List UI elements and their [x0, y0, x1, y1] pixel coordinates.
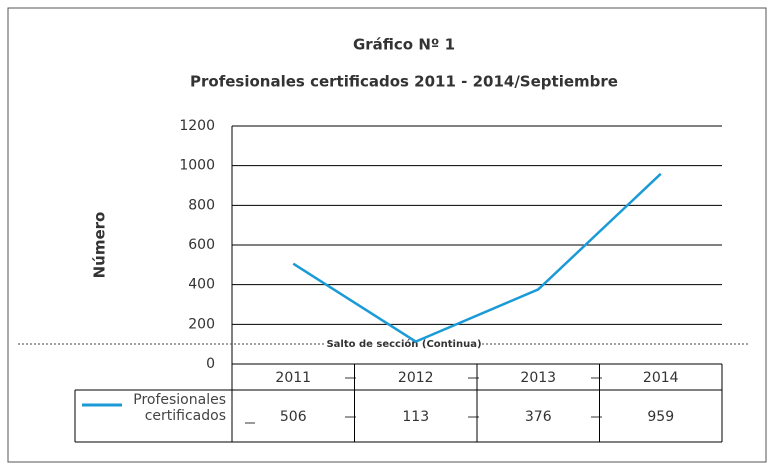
legend-label: Profesionales certificados [133, 392, 226, 424]
annotation: Salto de sección (Continua) [326, 338, 481, 350]
x-tick-label: 2011 [275, 370, 311, 386]
table-lines [74, 126, 723, 443]
frame [7, 7, 767, 463]
data-table-value: 959 [647, 409, 674, 425]
x-tick-label: 2014 [643, 370, 679, 386]
y-tick-label: 1200 [179, 118, 215, 134]
line [292, 172, 662, 343]
data-table-value: 376 [525, 409, 552, 425]
section-break-bg [326, 337, 482, 351]
chart-title: Gráfico Nº 1 [353, 36, 455, 54]
y-tick-label: 200 [188, 316, 215, 332]
y-tick-label: 1000 [179, 158, 215, 174]
chart-subtitle: Profesionales certificados 2011 - 2014/S… [190, 73, 618, 91]
y-tick-label: 800 [188, 197, 215, 213]
y-axis-label: Número [91, 212, 109, 279]
data-table-value: 506 [280, 409, 307, 425]
x-tick-label: 2013 [520, 370, 556, 386]
tab-marks [245, 377, 602, 424]
y-tick-label: 400 [188, 277, 215, 293]
y-tick-label: 0 [206, 356, 215, 372]
x-tick-label: 2012 [398, 370, 434, 386]
y-tick-label: 600 [188, 237, 215, 253]
data-table-value: 113 [402, 409, 429, 425]
